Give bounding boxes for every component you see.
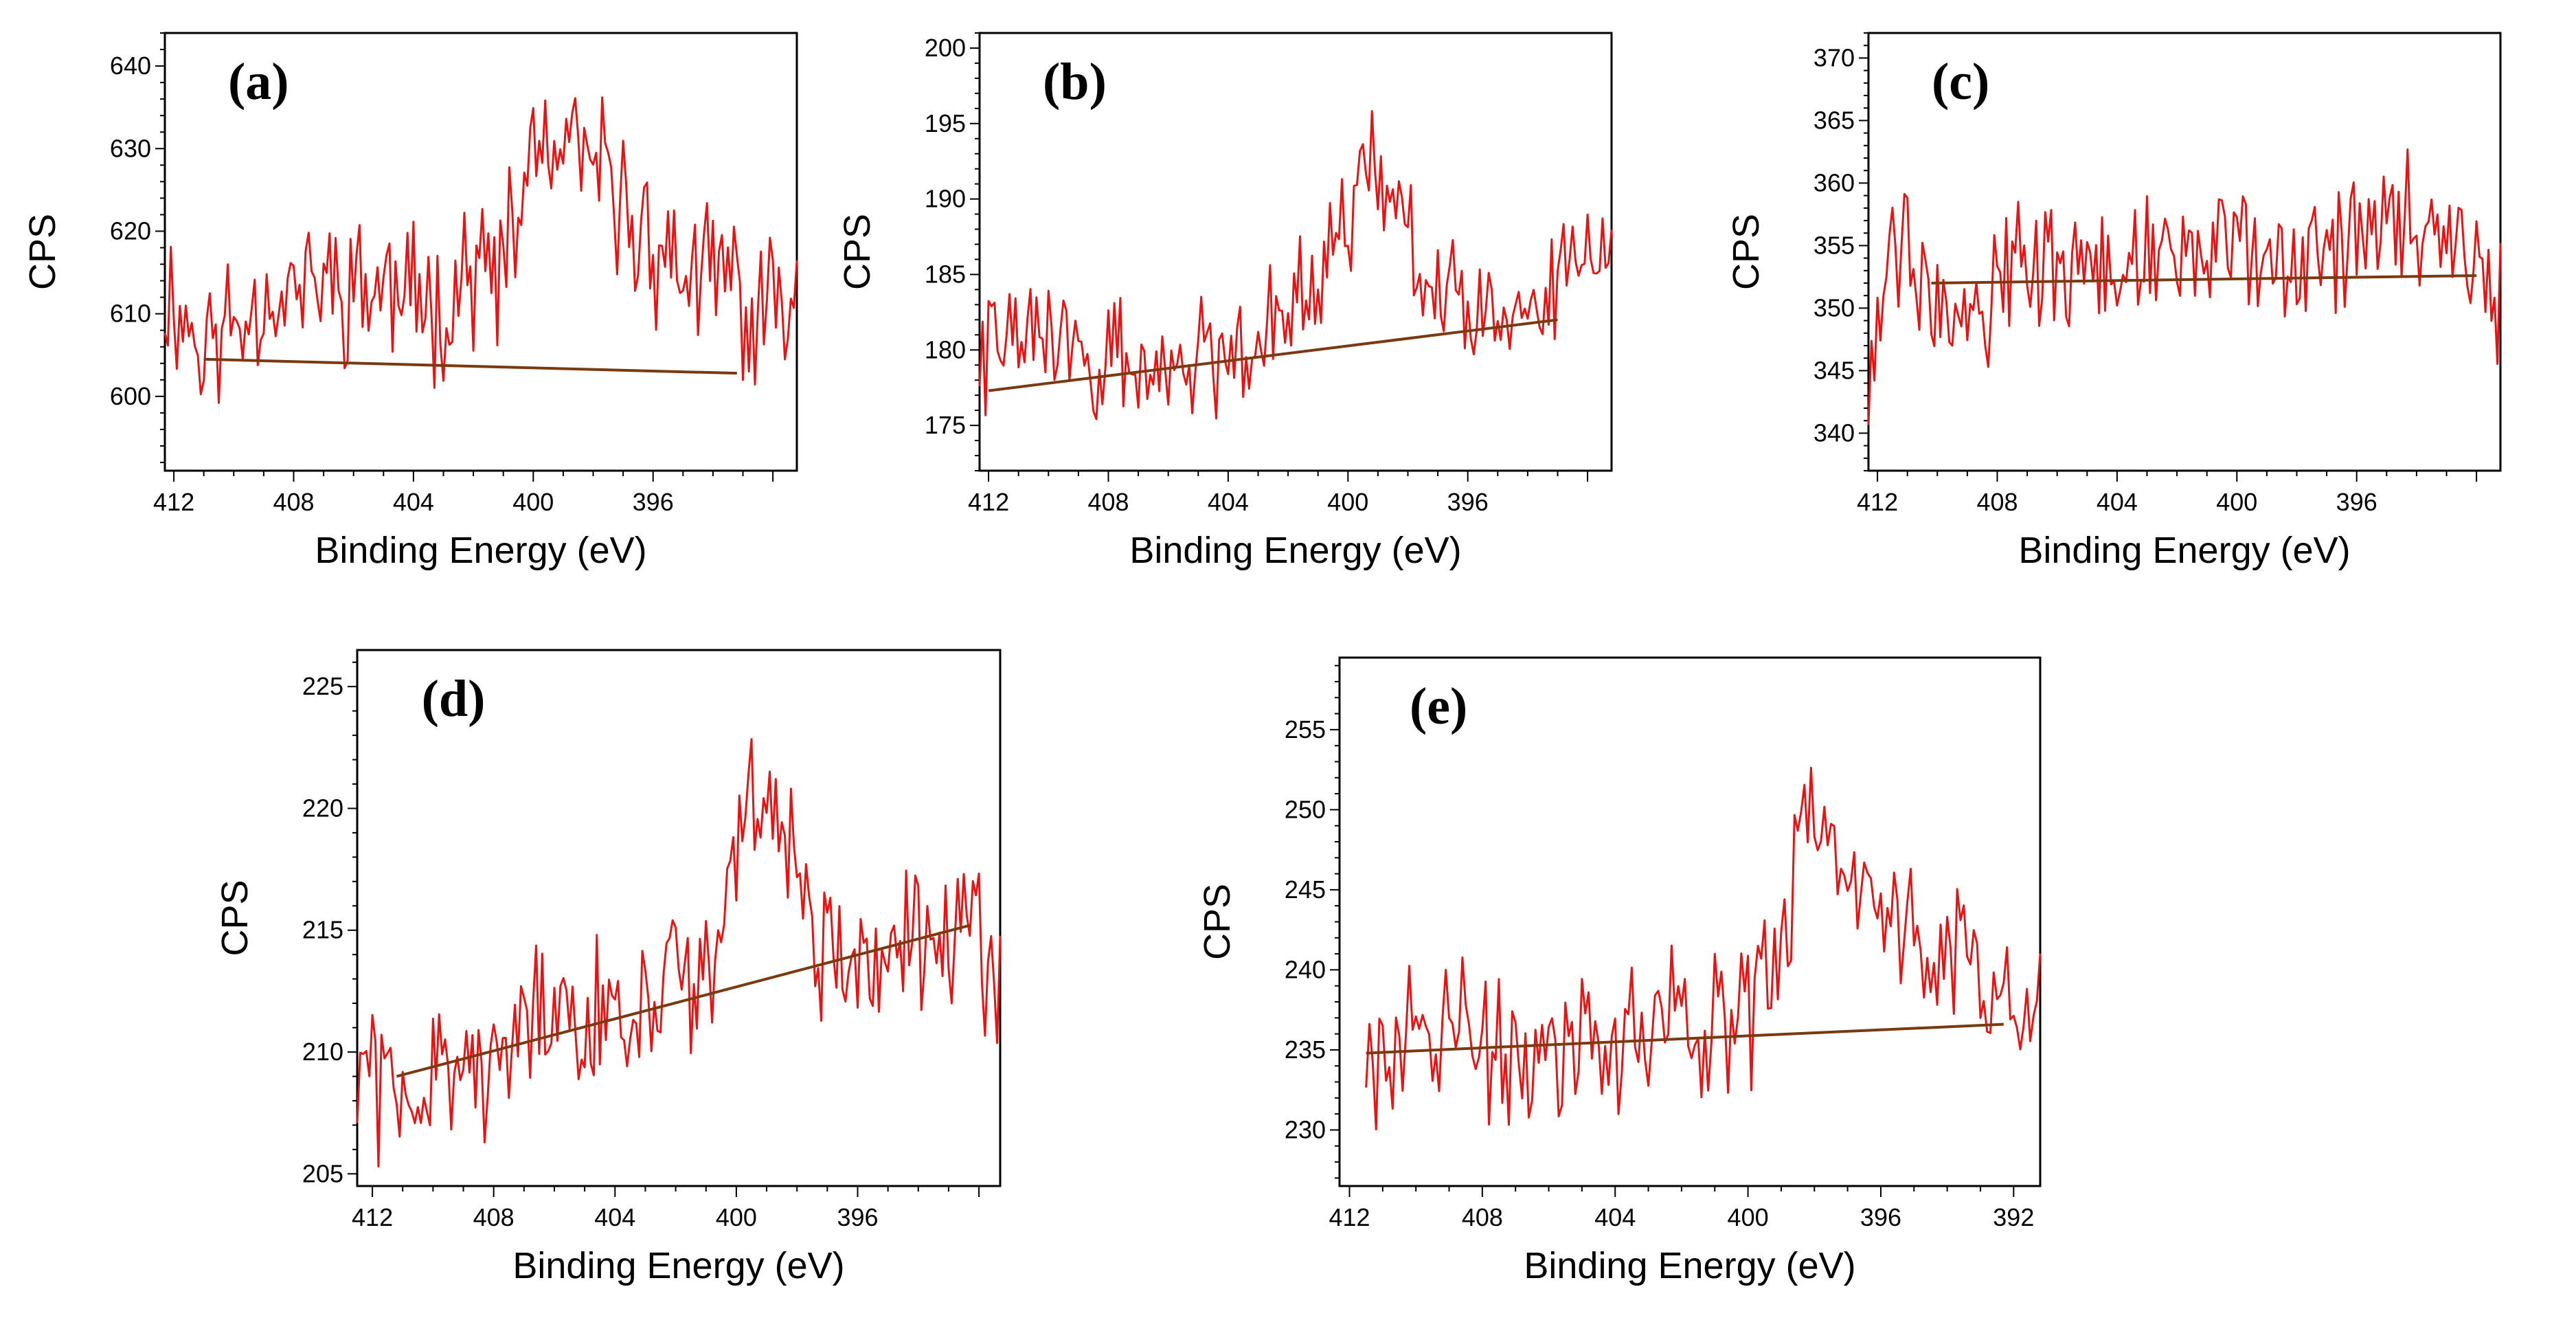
background-line-a [203,357,737,375]
spectrum-line-e [1365,766,2042,1131]
x-axis-title-b: Binding Energy (eV) [1129,530,1461,571]
y-tick-label: 250 [1285,795,1326,823]
panel-b: 175 180 185 190 195 200 412 408 404 400 396 (b) Bi… [837,32,1613,571]
x-tick-label: 396 [2336,488,2377,516]
x-tick-label: 412 [1857,488,1898,516]
x-tick-label: 404 [1594,1203,1636,1231]
y-axis-title-b: CPS [837,214,878,290]
plot-frame-b [978,32,1613,472]
y-tick-label: 190 [925,185,966,213]
panel-a: 600 610 620 630 640 412 408 404 400 396 (a) Bindi… [22,32,798,571]
x-tick-label: 396 [1447,488,1489,516]
background-line-e [1366,1022,2004,1055]
x-tick-label: 408 [473,1203,515,1231]
y-tick-label: 205 [302,1159,343,1187]
x-tick-label: 396 [837,1203,878,1231]
x-tick-label: 412 [352,1203,393,1231]
y-tick-label: 240 [1285,955,1326,983]
y-tick-label: 200 [925,34,966,62]
plot-frame-a [163,32,798,472]
y-tick-label: 630 [110,134,151,162]
y-tick-label: 220 [302,794,343,822]
background-line-d [396,924,971,1078]
panel-label-c: (c) [1932,53,1989,111]
y-axis-title-c: CPS [1726,214,1767,290]
y-tick-label: 175 [925,411,966,439]
x-tick-label: 400 [2216,488,2257,516]
y-tick-label: 360 [1814,168,1855,197]
y-axis-title-a: CPS [22,214,63,290]
x-tick-label: 408 [1462,1203,1503,1231]
x-tick-label: 396 [633,488,674,516]
y-tick-label: 255 [1285,715,1326,743]
x-tick-label: 404 [2097,488,2138,516]
x-tick-label: 408 [1087,488,1129,516]
y-tick-label: 640 [110,52,151,80]
y-tick-label: 235 [1285,1036,1326,1064]
panel-d: 205 210 215 220 225 412 408 404 400 396 (d) Bindi… [214,649,1002,1286]
plot-frame-e [1338,656,2042,1187]
x-tick-label: 408 [273,488,314,516]
panel-label-a: (a) [228,53,289,111]
spectrum-line-c [1867,148,2502,425]
y-tick-label: 620 [110,216,151,245]
x-axis-title-d: Binding Energy (eV) [512,1245,844,1286]
y-axis-title-d: CPS [214,880,256,956]
x-tick-label: 412 [968,488,1009,516]
y-tick-label: 600 [110,382,151,410]
x-tick-label: 400 [1728,1203,1769,1231]
y-axis-title-e: CPS [1197,884,1238,960]
x-tick-label: 408 [1976,488,2018,516]
y-tick-label: 210 [302,1038,343,1066]
plot-frame-d [356,649,1002,1187]
y-tick-label: 195 [925,109,966,137]
x-tick-label: 412 [1329,1203,1370,1231]
y-tick-label: 230 [1285,1115,1326,1143]
x-tick-label: 400 [512,488,554,516]
y-tick-label: 610 [110,300,151,328]
y-tick-label: 350 [1814,293,1855,322]
x-tick-label: 412 [153,488,194,516]
y-tick-label: 215 [302,916,343,944]
x-tick-label: 396 [1860,1203,1901,1231]
panel-c: 340 345 350 355 360 365 370 412 408 404 400 396 (c)… [1726,32,2502,571]
spectrum-line-a [163,96,798,404]
x-axis-title-a: Binding Energy (eV) [315,530,646,571]
panel-e: 230 235 240 245 250 255 412 408 404 400 396 392 (e)… [1197,656,2042,1286]
x-tick-label: 392 [1993,1203,2034,1231]
x-tick-label: 404 [594,1203,635,1231]
y-tick-label: 355 [1814,231,1855,259]
panel-label-d: (d) [422,670,486,728]
y-tick-label: 225 [302,672,343,700]
x-tick-label: 400 [1327,488,1368,516]
y-tick-label: 370 [1814,43,1855,71]
x-axis-title-c: Binding Energy (eV) [2018,530,2350,571]
y-tick-label: 185 [925,260,966,288]
y-tick-label: 345 [1814,356,1855,384]
x-axis-title-e: Binding Energy (eV) [1524,1245,1855,1286]
spectrum-line-d [356,738,1002,1167]
background-line-c [1931,274,2477,284]
spectrum-line-b [978,110,1613,421]
background-line-b [988,318,1558,392]
x-tick-label: 404 [1208,488,1249,516]
panel-label-e: (e) [1410,678,1467,735]
y-tick-label: 180 [925,335,966,363]
x-tick-label: 400 [716,1203,757,1231]
y-tick-label: 365 [1814,106,1855,134]
panel-label-b: (b) [1043,53,1107,111]
y-tick-label: 340 [1814,418,1855,447]
x-tick-label: 404 [393,488,434,516]
y-tick-label: 245 [1285,875,1326,904]
